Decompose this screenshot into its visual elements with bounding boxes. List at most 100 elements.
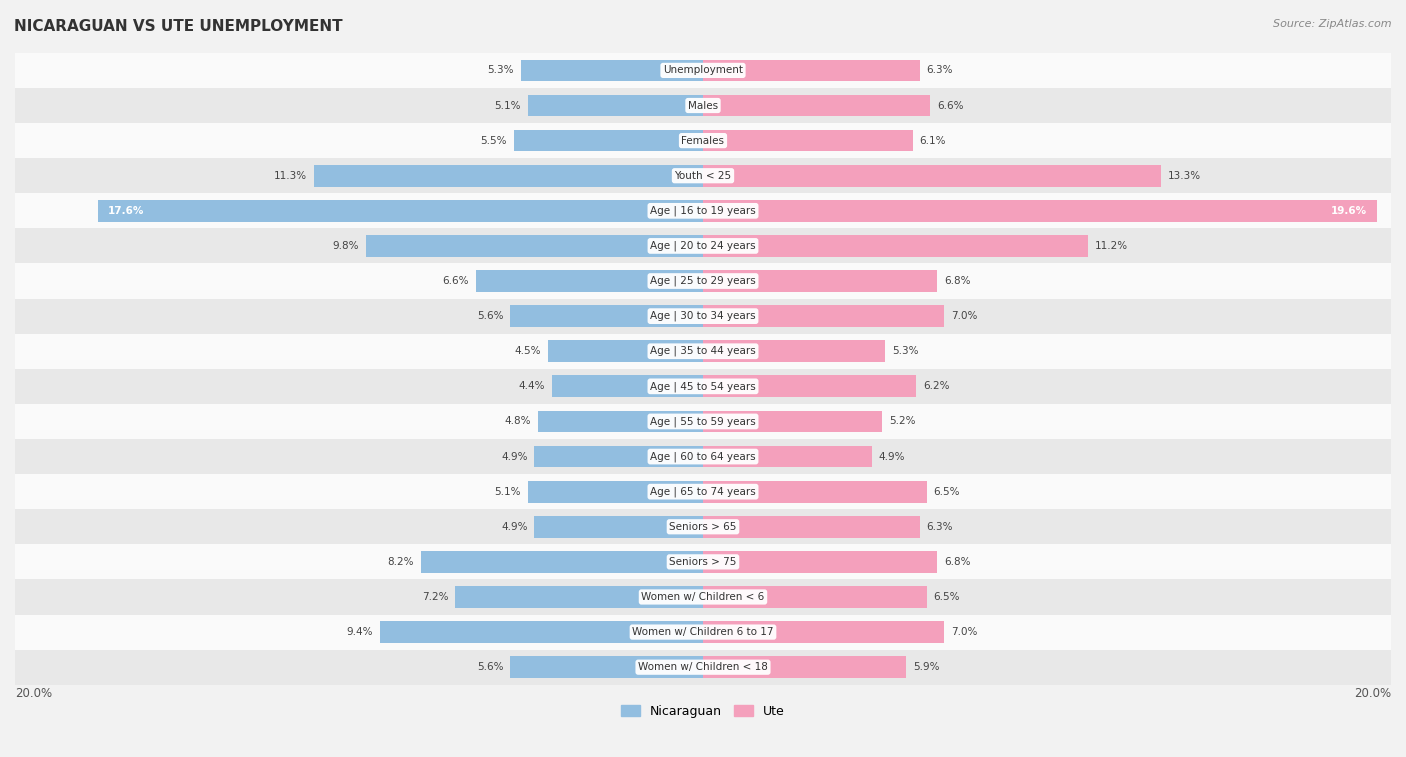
Bar [315, 165, 703, 186]
Bar [15, 334, 1391, 369]
Text: Women w/ Children 6 to 17: Women w/ Children 6 to 17 [633, 627, 773, 637]
Bar [703, 60, 920, 81]
Bar [15, 123, 1391, 158]
Bar [15, 579, 1391, 615]
Text: 6.2%: 6.2% [924, 382, 949, 391]
Bar [15, 298, 1391, 334]
Bar [380, 621, 703, 643]
Text: 5.2%: 5.2% [889, 416, 915, 426]
Text: Seniors > 75: Seniors > 75 [669, 557, 737, 567]
Text: 20.0%: 20.0% [15, 687, 52, 700]
Bar [97, 200, 703, 222]
Text: 7.0%: 7.0% [950, 311, 977, 321]
Text: Age | 60 to 64 years: Age | 60 to 64 years [650, 451, 756, 462]
Text: 4.9%: 4.9% [879, 452, 905, 462]
Text: 7.0%: 7.0% [950, 627, 977, 637]
Text: 11.2%: 11.2% [1095, 241, 1128, 251]
Bar [527, 481, 703, 503]
Text: 5.1%: 5.1% [494, 101, 520, 111]
Text: Women w/ Children < 6: Women w/ Children < 6 [641, 592, 765, 602]
Text: 4.9%: 4.9% [501, 452, 527, 462]
Bar [15, 650, 1391, 685]
Text: 5.3%: 5.3% [893, 346, 918, 357]
Text: 11.3%: 11.3% [274, 171, 308, 181]
Text: 6.1%: 6.1% [920, 136, 946, 145]
Bar [548, 341, 703, 362]
Text: Unemployment: Unemployment [664, 65, 742, 76]
Text: 7.2%: 7.2% [422, 592, 449, 602]
Bar [15, 229, 1391, 263]
Text: 4.9%: 4.9% [501, 522, 527, 531]
Text: Age | 55 to 59 years: Age | 55 to 59 years [650, 416, 756, 427]
Text: Age | 20 to 24 years: Age | 20 to 24 years [650, 241, 756, 251]
Bar [703, 656, 905, 678]
Text: 20.0%: 20.0% [1354, 687, 1391, 700]
Bar [15, 509, 1391, 544]
Text: 17.6%: 17.6% [108, 206, 145, 216]
Bar [15, 193, 1391, 229]
Text: 5.3%: 5.3% [488, 65, 513, 76]
Bar [703, 375, 917, 397]
Text: 13.3%: 13.3% [1167, 171, 1201, 181]
Bar [534, 516, 703, 537]
Bar [703, 586, 927, 608]
Bar [703, 341, 886, 362]
Text: 4.4%: 4.4% [519, 382, 544, 391]
Bar [513, 129, 703, 151]
Bar [15, 474, 1391, 509]
Bar [15, 404, 1391, 439]
Text: 4.5%: 4.5% [515, 346, 541, 357]
Text: 6.8%: 6.8% [943, 557, 970, 567]
Bar [538, 410, 703, 432]
Bar [366, 235, 703, 257]
Text: Females: Females [682, 136, 724, 145]
Text: Age | 45 to 54 years: Age | 45 to 54 years [650, 381, 756, 391]
Bar [703, 235, 1088, 257]
Bar [551, 375, 703, 397]
Text: Age | 65 to 74 years: Age | 65 to 74 years [650, 487, 756, 497]
Bar [703, 305, 943, 327]
Text: 5.9%: 5.9% [912, 662, 939, 672]
Bar [703, 621, 943, 643]
Bar [15, 88, 1391, 123]
Bar [15, 53, 1391, 88]
Text: 6.3%: 6.3% [927, 522, 953, 531]
Bar [703, 270, 936, 292]
Text: 6.6%: 6.6% [936, 101, 963, 111]
Legend: Nicaraguan, Ute: Nicaraguan, Ute [616, 699, 790, 723]
Text: 6.3%: 6.3% [927, 65, 953, 76]
Bar [510, 305, 703, 327]
Bar [703, 410, 882, 432]
Bar [15, 263, 1391, 298]
Text: Age | 16 to 19 years: Age | 16 to 19 years [650, 206, 756, 216]
Bar [703, 165, 1160, 186]
Text: NICARAGUAN VS UTE UNEMPLOYMENT: NICARAGUAN VS UTE UNEMPLOYMENT [14, 19, 343, 34]
Text: Males: Males [688, 101, 718, 111]
Text: Age | 35 to 44 years: Age | 35 to 44 years [650, 346, 756, 357]
Bar [703, 129, 912, 151]
Text: 6.8%: 6.8% [943, 276, 970, 286]
Bar [15, 439, 1391, 474]
Text: 4.8%: 4.8% [505, 416, 531, 426]
Bar [510, 656, 703, 678]
Text: 9.8%: 9.8% [332, 241, 359, 251]
Bar [703, 200, 1378, 222]
Bar [703, 551, 936, 573]
Text: Women w/ Children < 18: Women w/ Children < 18 [638, 662, 768, 672]
Bar [520, 60, 703, 81]
Bar [477, 270, 703, 292]
Text: 9.4%: 9.4% [346, 627, 373, 637]
Text: Seniors > 65: Seniors > 65 [669, 522, 737, 531]
Text: Source: ZipAtlas.com: Source: ZipAtlas.com [1274, 19, 1392, 29]
Bar [420, 551, 703, 573]
Bar [456, 586, 703, 608]
Bar [15, 158, 1391, 193]
Bar [703, 481, 927, 503]
Bar [15, 544, 1391, 579]
Text: 5.6%: 5.6% [477, 311, 503, 321]
Bar [703, 516, 920, 537]
Text: Age | 30 to 34 years: Age | 30 to 34 years [650, 311, 756, 322]
Text: Age | 25 to 29 years: Age | 25 to 29 years [650, 276, 756, 286]
Text: 6.5%: 6.5% [934, 487, 960, 497]
Text: 8.2%: 8.2% [388, 557, 413, 567]
